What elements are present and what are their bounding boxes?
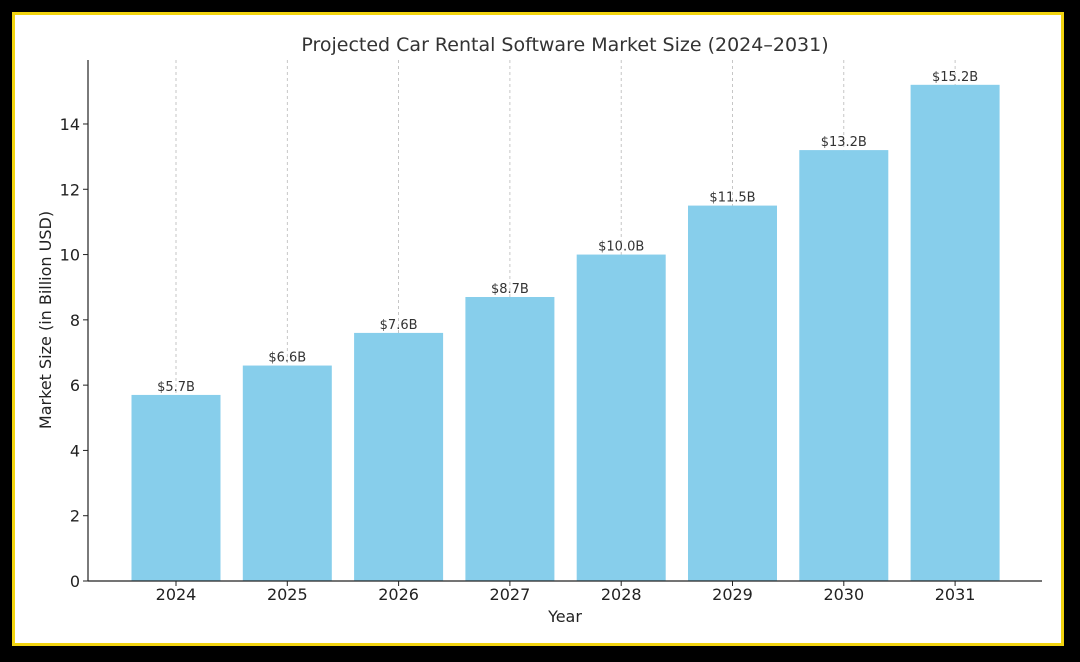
x-tick-label-2028: 2028: [601, 585, 642, 604]
y-tick-label-4: 4: [70, 441, 80, 460]
bar-2025: [242, 365, 332, 581]
data-label-2027: $8.7B: [491, 282, 529, 297]
y-tick-label-8: 8: [70, 311, 80, 330]
x-tick-label-2025: 2025: [267, 585, 308, 604]
bars-group: [131, 84, 1000, 582]
bar-2028: [576, 254, 666, 581]
data-label-2030: $13.2B: [821, 135, 867, 150]
x-axis-label: Year: [547, 607, 582, 626]
bar-2026: [354, 332, 444, 581]
data-labels-group: $5.7B $6.6B $7.6B $8.7B $10.0B $11.5B $13.2B $1…: [157, 70, 978, 395]
y-tick-label-12: 12: [60, 180, 80, 199]
data-label-2031: $15.2B: [932, 70, 978, 85]
y-tick-label-6: 6: [70, 376, 80, 395]
data-label-2025: $6.6B: [268, 351, 306, 366]
x-tick-label-2027: 2027: [490, 585, 531, 604]
x-tick-label-2024: 2024: [156, 585, 197, 604]
bar-2027: [465, 296, 555, 581]
bar-2029: [688, 205, 777, 582]
y-axis-label: Market Size (in Billion USD): [36, 211, 55, 429]
x-tick-label-2029: 2029: [712, 585, 753, 604]
y-tick-label-10: 10: [60, 246, 80, 265]
y-tick-label-14: 14: [60, 115, 80, 134]
data-label-2024: $5.7B: [157, 380, 195, 395]
x-tick-label-2026: 2026: [378, 585, 419, 604]
x-tick-label-2030: 2030: [823, 585, 864, 604]
axes-group: [87, 60, 1042, 582]
data-label-2029: $11.5B: [709, 191, 755, 206]
bar-2030: [799, 150, 889, 581]
x-ticks-group: 2024 2025 2026 2027 2028 2029 2030 2031: [156, 581, 976, 604]
x-tick-label-2031: 2031: [935, 585, 976, 604]
bar-2024: [131, 394, 221, 581]
chart-title: Projected Car Rental Software Market Siz…: [301, 34, 828, 56]
y-tick-label-0: 0: [70, 572, 80, 591]
data-label-2028: $10.0B: [598, 240, 644, 255]
y-ticks-group: 0 2 4 6 8 10 12 14: [60, 115, 88, 591]
bar-2031: [910, 84, 1000, 582]
y-tick-label-2: 2: [70, 507, 80, 526]
data-label-2026: $7.6B: [380, 318, 418, 333]
